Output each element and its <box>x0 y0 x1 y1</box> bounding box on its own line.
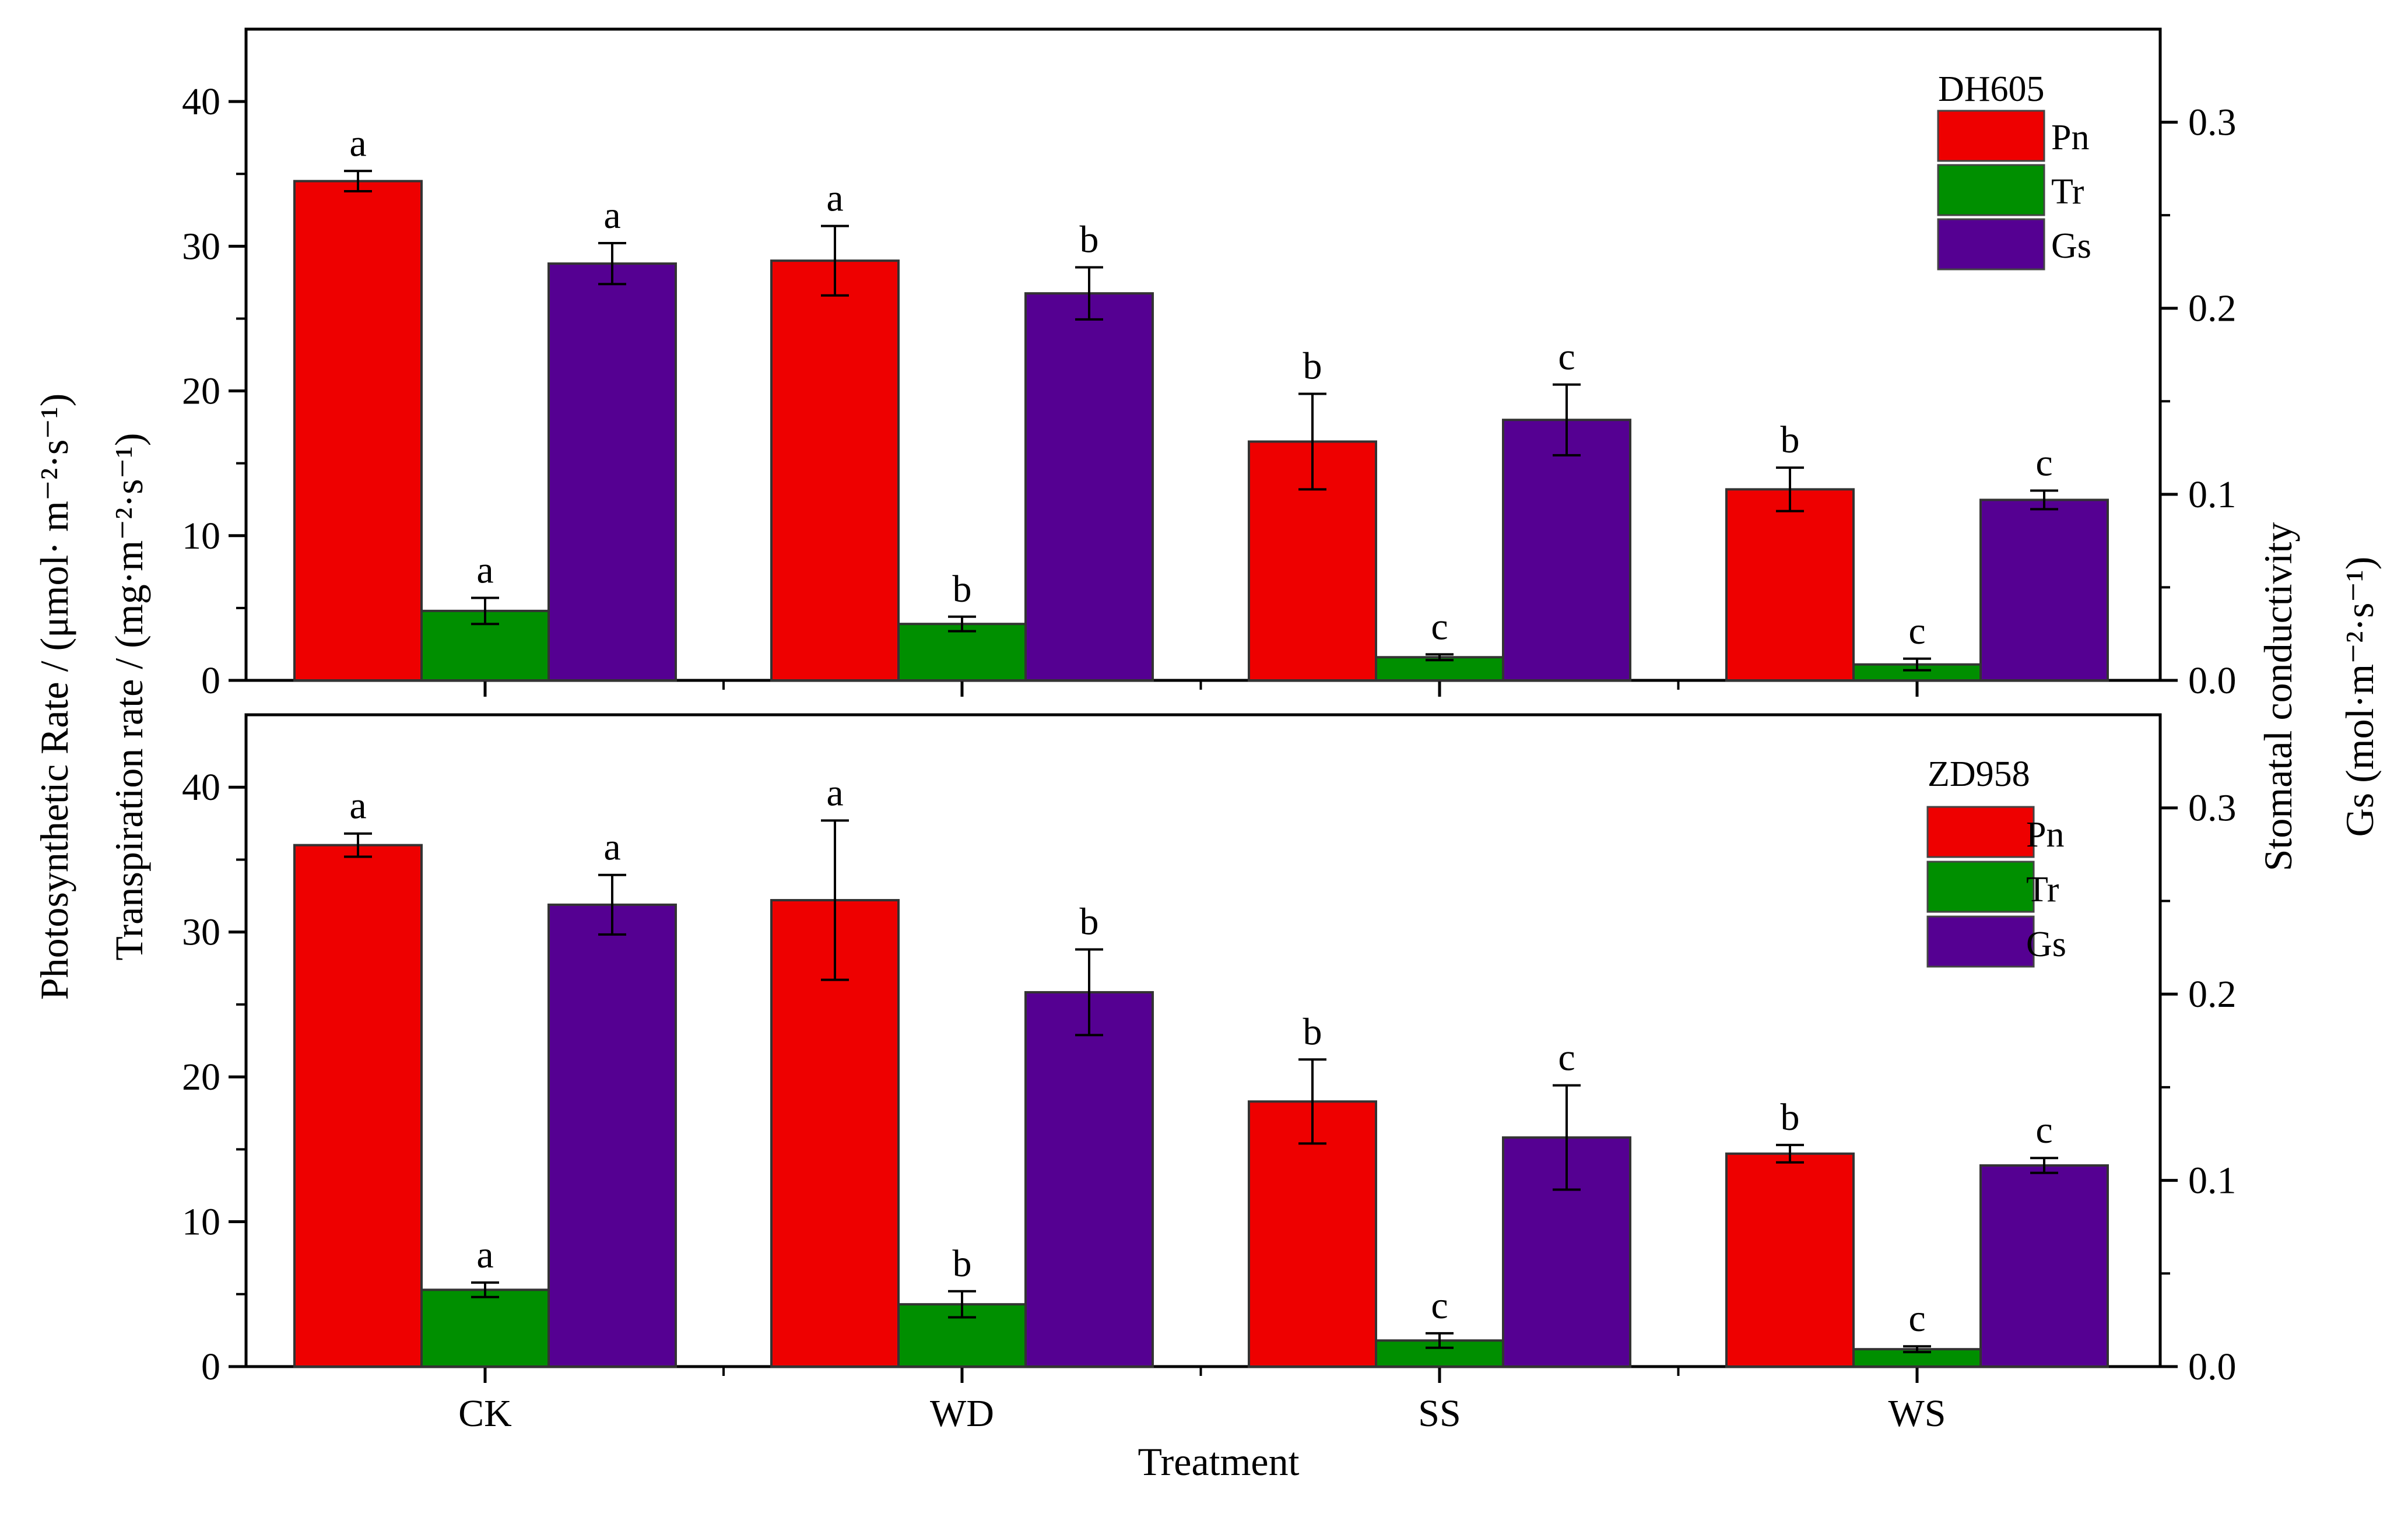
left-tick-label-bottom: 20 <box>182 1056 220 1098</box>
right-tick-label-bottom: 0.1 <box>2188 1160 2237 1202</box>
significance-letter-top-pn-wd: a <box>826 177 843 220</box>
legend-top-label-tr: Tr <box>2051 172 2084 212</box>
significance-letter-top-gs-ws: c <box>2035 441 2052 484</box>
left-tick-label-bottom: 10 <box>182 1201 220 1244</box>
panel-bottom-frame <box>244 713 2162 1368</box>
significance-letter-bottom-gs-wd: b <box>1080 900 1099 943</box>
legend-top-swatch-gs <box>1937 218 2045 271</box>
legend-bottom-swatch-gs <box>1926 915 2035 968</box>
right-tick-label-bottom: 0.2 <box>2188 973 2237 1016</box>
significance-letter-top-gs-ss: c <box>1558 336 1575 378</box>
bar-bottom-gs-wd <box>1024 991 1154 1368</box>
significance-letter-bottom-tr-ck: a <box>476 1234 493 1276</box>
significance-letter-top-gs-wd: b <box>1080 219 1099 261</box>
significance-letter-top-pn-ss: b <box>1303 345 1322 388</box>
bar-top-gs-ws <box>1979 498 2109 682</box>
significance-letter-top-tr-ck: a <box>476 549 493 592</box>
bar-top-gs-ck <box>547 262 677 682</box>
left-tick-label-bottom: 0 <box>201 1346 220 1388</box>
right-tick-label-top: 0.3 <box>2188 101 2237 144</box>
legend-bottom-swatch-pn <box>1926 806 2035 858</box>
bar-bottom-gs-ck <box>547 903 677 1368</box>
bar-bottom-gs-ws <box>1979 1164 2109 1368</box>
bar-top-tr-wd <box>897 623 1027 682</box>
left-tick-label-top: 10 <box>182 515 220 557</box>
bar-bottom-tr-ck <box>420 1288 550 1368</box>
legend-bottom-label-gs: Gs <box>2026 925 2066 964</box>
significance-letter-bottom-tr-ws: c <box>1908 1297 1925 1340</box>
significance-letter-bottom-tr-wd: b <box>953 1242 972 1285</box>
bar-top-gs-ss <box>1502 419 1631 682</box>
legend-bottom-label-tr: Tr <box>2026 870 2059 910</box>
right-axis-title-line2: Gs (mol·m⁻²·s⁻¹) <box>2337 557 2382 837</box>
left-tick-label-top: 20 <box>182 370 220 413</box>
right-tick-label-bottom: 0.3 <box>2188 787 2237 830</box>
significance-letter-bottom-pn-ss: b <box>1303 1010 1322 1053</box>
bar-top-pn-wd <box>770 259 900 682</box>
x-tick-label-wd: WD <box>930 1392 994 1435</box>
bar-top-pn-ck <box>293 180 423 682</box>
significance-letter-bottom-pn-ck: a <box>349 785 366 827</box>
legend-top: DH605 Pn Tr Gs <box>1937 69 2091 271</box>
significance-letter-bottom-gs-ck: a <box>603 826 620 869</box>
bar-top-gs-wd <box>1024 292 1154 682</box>
significance-letter-bottom-tr-ss: c <box>1431 1284 1448 1327</box>
significance-letter-top-tr-ws: c <box>1908 610 1925 652</box>
significance-letter-top-tr-ss: c <box>1431 605 1448 648</box>
legend-title-dh605: DH605 <box>1938 69 2045 109</box>
x-tick-label-ws: WS <box>1889 1392 1946 1435</box>
panel-top-frame <box>244 27 2162 682</box>
legend-bottom: ZD958 Pn Tr Gs <box>1926 754 2066 968</box>
significance-letter-bottom-pn-ws: b <box>1781 1096 1800 1139</box>
bar-top-pn-ws <box>1725 488 1855 682</box>
right-tick-label-top: 0.2 <box>2188 287 2237 330</box>
right-axis-title-line1: Stomatal conductivity <box>2256 522 2300 872</box>
bar-bottom-pn-ck <box>293 844 423 1368</box>
legend-bottom-label-pn: Pn <box>2026 815 2064 855</box>
significance-letter-bottom-pn-wd: a <box>826 771 843 814</box>
legend-top-label-pn: Pn <box>2051 118 2089 157</box>
left-tick-label-bottom: 40 <box>182 766 220 809</box>
left-axis-title-line2: Transpiration rate / (mg·m⁻²·s⁻¹) <box>107 433 151 960</box>
significance-letter-top-pn-ws: b <box>1781 419 1800 461</box>
bar-bottom-pn-ws <box>1725 1152 1855 1368</box>
legend-title-zd958: ZD958 <box>1928 754 2030 794</box>
significance-letter-top-tr-wd: b <box>953 568 972 610</box>
right-tick-label-bottom: 0.0 <box>2188 1346 2237 1388</box>
x-tick-label-ss: SS <box>1418 1392 1461 1435</box>
left-axis-title-line1: Photosynthetic Rate / (μmol· m⁻²·s⁻¹) <box>32 394 76 1000</box>
left-tick-label-bottom: 30 <box>182 911 220 954</box>
right-tick-label-top: 0.1 <box>2188 473 2237 516</box>
legend-top-swatch-pn <box>1937 110 2045 162</box>
legend-top-label-gs: Gs <box>2051 226 2091 266</box>
x-axis-title: Treatment <box>1138 1439 1299 1484</box>
significance-letter-top-gs-ck: a <box>603 194 620 237</box>
significance-letter-bottom-gs-ws: c <box>2035 1109 2052 1151</box>
legend-bottom-swatch-tr <box>1926 861 2035 913</box>
x-tick-label-ck: CK <box>458 1392 512 1435</box>
right-tick-label-top: 0.0 <box>2188 659 2237 702</box>
significance-letter-top-pn-ck: a <box>349 122 366 164</box>
legend-top-swatch-tr <box>1937 164 2045 216</box>
left-tick-label-top: 40 <box>182 80 220 123</box>
left-tick-label-top: 30 <box>182 225 220 268</box>
left-tick-label-top: 0 <box>201 659 220 702</box>
significance-letter-bottom-gs-ss: c <box>1558 1037 1575 1079</box>
